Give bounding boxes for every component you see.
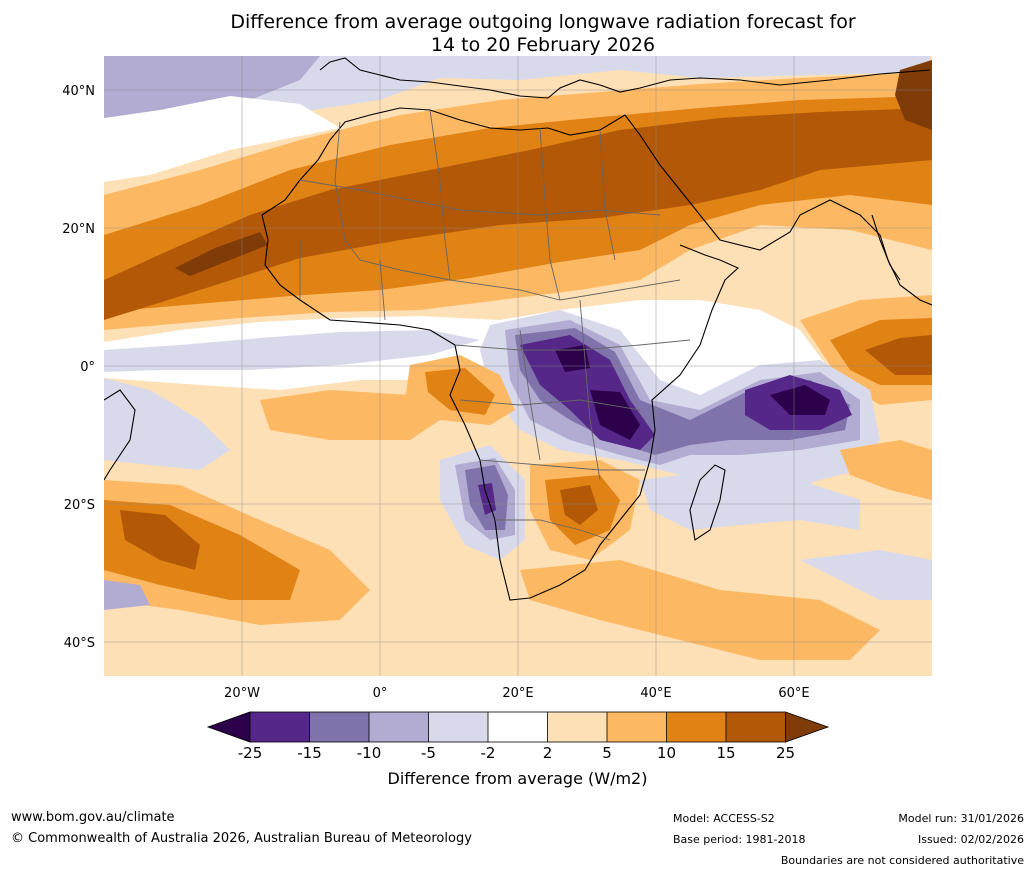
country-borders [299, 109, 691, 541]
colorbar-tick: 5 [602, 744, 612, 762]
lon-label: 40°E [640, 686, 671, 701]
map-title-line1: Difference from average outgoing longwav… [230, 11, 856, 33]
anomaly-gulf-guinea-negative [104, 330, 480, 372]
colorbar-swatch [369, 712, 429, 742]
boundaries-disclaimer: Boundaries are not considered authoritat… [780, 854, 1024, 867]
colorbar-tick: -5 [421, 744, 436, 762]
map-title-line2: 14 to 20 February 2026 [430, 34, 656, 56]
lat-label: 40°N [62, 84, 95, 99]
colorbar-swatch [547, 712, 607, 742]
colorbar-min-arrow [206, 711, 251, 743]
colorbar [206, 711, 830, 743]
lon-label: 0° [373, 686, 388, 701]
colorbar-tick: 2 [542, 744, 553, 762]
colorbar-swatch [666, 712, 726, 742]
model-run-date: Model run: 31/01/2026 [898, 812, 1024, 825]
colorbar-swatch [488, 712, 548, 742]
anomaly-nw-weak-negative [104, 56, 930, 165]
colorbar-tick: 15 [716, 744, 736, 762]
colorbar-tick: -25 [237, 744, 263, 762]
anomaly-south-east-weak-negative [800, 550, 932, 600]
anomaly-southwest-negative [104, 580, 150, 610]
anomaly-tanzania-extreme-negative [590, 390, 640, 440]
model-name: Model: ACCESS-S2 [673, 812, 775, 825]
anomaly-asia-extreme-positive [895, 60, 932, 130]
colorbar-swatch [250, 712, 310, 742]
anomaly-atlantic-positive [260, 390, 440, 440]
colorbar-title: Difference from average (W/m2) [387, 769, 648, 788]
anomaly-south-indian-positive [520, 560, 880, 660]
anomaly-south-atlantic-very-strong-positive [120, 510, 200, 570]
anomaly-namibia-strong-negative [478, 483, 496, 515]
axis-labels: 40°N 20°N 0° 20°S 40°S 20°W 0° 20°E 40°E… [62, 84, 809, 701]
colorbar-tick: -10 [356, 744, 382, 762]
colorbar-swatch [428, 712, 488, 742]
copyright-text: © Commonwealth of Australia 2026, Austra… [11, 831, 472, 846]
anomaly-atlantic-extreme-positive [175, 232, 268, 276]
lat-label: 40°S [64, 636, 95, 651]
anomaly-east-indian-positive [840, 440, 932, 500]
issued-date: Issued: 02/02/2026 [917, 833, 1024, 846]
colorbar-swatch [309, 712, 369, 742]
colorbar-max-arrow [785, 711, 830, 743]
colorbar-tick: 10 [656, 744, 677, 762]
base-period: Base period: 1981-2018 [673, 833, 806, 846]
anomaly-nw-neutral [104, 96, 340, 182]
anomaly-angola-strong-positive [425, 368, 495, 415]
colorbar-swatch [607, 712, 667, 742]
lon-label: 20°W [224, 686, 260, 701]
anomaly-congo-extreme-negative [555, 345, 590, 372]
anomaly-indian-ocean-very-strong-positive [865, 335, 932, 375]
anomaly-zimbabwe-very-strong-positive [560, 485, 598, 525]
anomaly-south-atlantic-negative [104, 378, 230, 470]
lon-label: 20°E [502, 686, 533, 701]
website-link[interactable]: www.bom.gov.au/climate [11, 810, 175, 825]
anomaly-madagascar-weak-negative [640, 470, 860, 530]
colorbar-swatch [726, 712, 786, 742]
lat-label: 0° [80, 360, 95, 375]
lat-label: 20°S [64, 498, 95, 513]
colorbar-tick: -15 [297, 744, 322, 762]
colorbar-tick: -2 [480, 744, 496, 762]
colorbar-tick: 25 [775, 744, 796, 762]
anomaly-indian-ocean-extreme-negative [770, 385, 830, 415]
lon-label: 60°E [778, 686, 809, 701]
coastlines [104, 57, 932, 601]
lat-label: 20°N [62, 222, 95, 237]
